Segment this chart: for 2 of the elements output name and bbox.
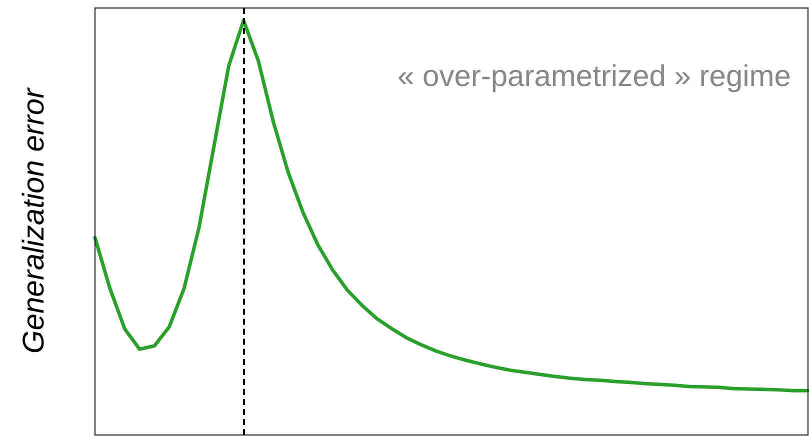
y-axis-title: Generalization error [18, 88, 52, 354]
annotation: « over-parametrized » regime [397, 60, 791, 94]
